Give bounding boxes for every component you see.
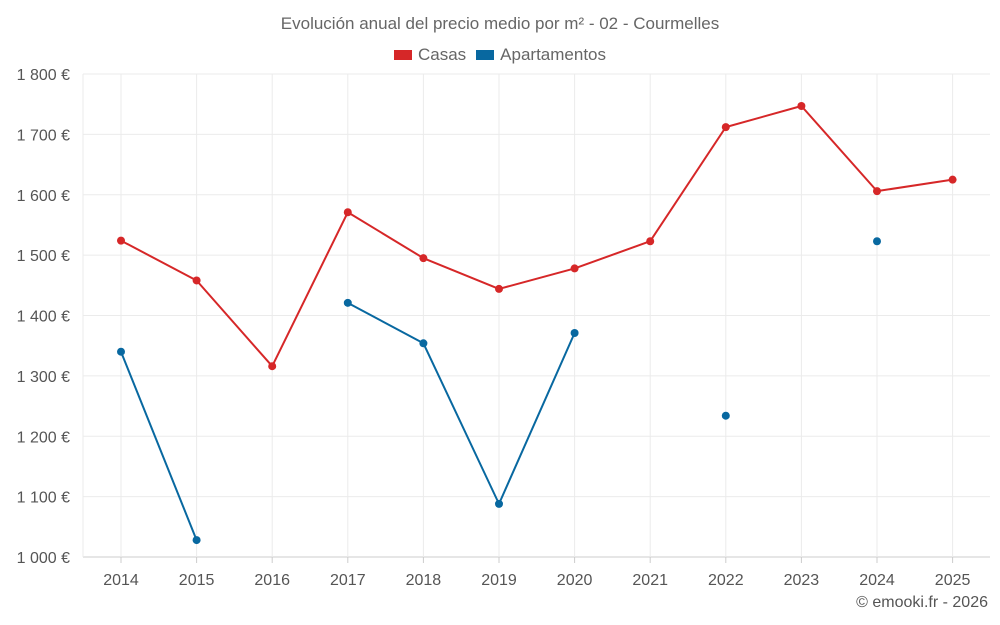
data-point-casas[interactable] <box>873 187 881 196</box>
legend-item-apartamentos[interactable]: Apartamentos <box>476 45 606 65</box>
y-tick-label: 1 000 € <box>17 550 70 567</box>
x-tick-label: 2024 <box>859 572 895 589</box>
legend-label-casas: Casas <box>417 45 467 64</box>
data-point-casas[interactable] <box>419 254 428 263</box>
data-point-casas[interactable] <box>721 123 730 132</box>
legend-swatch-apartamentos <box>476 50 495 60</box>
data-point-apartamentos[interactable] <box>570 329 579 338</box>
x-tick-label: 2022 <box>708 572 744 589</box>
series-line-casas <box>120 104 953 368</box>
data-point-casas[interactable] <box>192 276 201 285</box>
legend-label-apartamentos: Apartamentos <box>500 45 607 64</box>
series-line-apartamentos <box>347 301 576 505</box>
data-point-apartamentos[interactable] <box>117 347 125 356</box>
y-tick-label: 1 700 € <box>17 127 70 144</box>
copyright-credit: © emooki.fr - 2026 <box>856 594 988 611</box>
y-tick-label: 1 500 € <box>17 248 70 265</box>
x-tick-label: 2020 <box>557 572 593 589</box>
data-point-apartamentos[interactable] <box>192 536 201 545</box>
y-tick-label: 1 100 € <box>17 490 70 507</box>
series-line-apartamentos <box>120 351 198 541</box>
data-point-apartamentos[interactable] <box>495 499 503 508</box>
data-point-casas[interactable] <box>570 264 579 273</box>
x-tick-label: 2017 <box>330 572 366 589</box>
data-point-casas[interactable] <box>797 101 806 110</box>
data-point-casas[interactable] <box>117 236 125 245</box>
chart-title: Evolución anual del precio medio por m² … <box>280 14 720 33</box>
x-tick-label: 2014 <box>103 572 139 589</box>
x-tick-label: 2019 <box>481 572 517 589</box>
x-tick-label: 2016 <box>254 572 290 589</box>
y-tick-label: 1 200 € <box>17 429 70 446</box>
y-tick-label: 1 600 € <box>17 188 70 205</box>
data-point-apartamentos[interactable] <box>343 298 352 307</box>
x-tick-label: 2015 <box>179 572 215 589</box>
data-point-casas[interactable] <box>268 362 277 371</box>
y-tick-label: 1 400 € <box>17 309 70 326</box>
y-tick-label: 1 300 € <box>17 369 70 386</box>
data-point-casas[interactable] <box>343 208 352 217</box>
data-point-apartamentos[interactable] <box>419 339 428 348</box>
data-point-apartamentos[interactable] <box>873 237 881 246</box>
x-tick-label: 2023 <box>784 572 820 589</box>
x-tick-label: 2025 <box>935 572 971 589</box>
x-tick-label: 2021 <box>632 572 668 589</box>
data-point-apartamentos[interactable] <box>721 411 730 420</box>
chart-legend: Casas Apartamentos <box>0 45 1000 65</box>
x-tick-label: 2018 <box>406 572 442 589</box>
data-point-casas[interactable] <box>646 237 655 246</box>
data-point-casas[interactable] <box>495 284 503 293</box>
legend-item-casas[interactable]: Casas <box>393 45 467 65</box>
y-tick-label: 1 800 € <box>17 67 70 84</box>
legend-swatch-casas <box>393 50 412 60</box>
data-point-casas[interactable] <box>948 175 957 184</box>
